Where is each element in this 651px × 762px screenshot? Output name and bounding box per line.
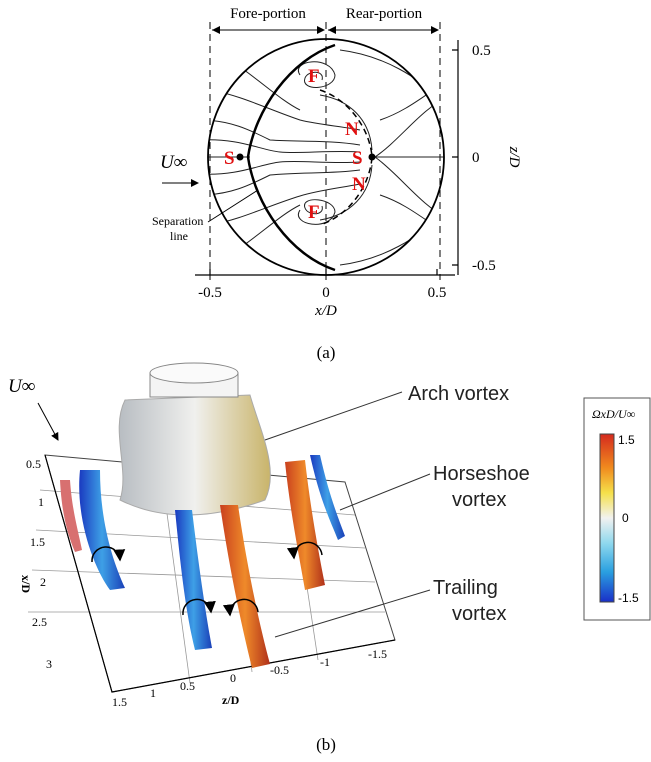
vortex-tube — [310, 455, 345, 540]
colorbar — [600, 434, 614, 602]
vortex-tube — [220, 505, 270, 668]
annotation: vortex — [452, 603, 506, 625]
z-tick-label: 1.5 — [112, 695, 127, 709]
z-tick-label: -1 — [320, 655, 330, 669]
z-tick-label: 0.5 — [472, 43, 491, 59]
x-tick-label: 0 — [322, 285, 330, 301]
z-tick-label: 0 — [472, 150, 480, 166]
arch-vortex — [119, 395, 270, 515]
x-tick-label: 3 — [46, 657, 52, 671]
caption: (a) — [317, 343, 336, 362]
flow-arrow — [38, 403, 58, 440]
x-tick-label: 0.5 — [26, 457, 41, 471]
point-label: N — [345, 119, 359, 140]
leader-line — [208, 190, 258, 222]
panel-b: U∞ Arch vortex Horseshoe vortex Trailing… — [8, 363, 650, 754]
attachment-curve — [320, 90, 372, 225]
figure: Fore-portion Rear-portion U∞ S F N S N F… — [0, 0, 651, 762]
x-tick-label: 0.5 — [428, 285, 447, 301]
annotation: Arch vortex — [408, 383, 509, 405]
flow-label: U∞ — [8, 376, 35, 397]
colorbar-box — [584, 398, 650, 620]
annotation: Trailing — [433, 577, 498, 599]
x-tick-label: 2.5 — [32, 615, 47, 629]
region-label: Fore-portion — [230, 6, 306, 22]
vortex-tube — [60, 480, 82, 552]
x-tick-label: -0.5 — [198, 285, 222, 301]
z-tick-label: 0 — [230, 671, 236, 685]
annotation: Separation — [152, 214, 203, 228]
z-tick-label: 0.5 — [180, 679, 195, 693]
point-label: F — [308, 66, 320, 87]
colorbar-tick: 0 — [622, 511, 629, 525]
annotation: line — [170, 229, 188, 243]
flow-label: U∞ — [160, 152, 187, 173]
x-axis-label: x/D — [19, 575, 33, 593]
z-axis-label: z/D — [506, 146, 522, 168]
x-axis-label: x/D — [314, 303, 337, 319]
point-label: S — [224, 148, 235, 169]
z-tick-label: -0.5 — [472, 258, 496, 274]
z-tick-label: -1.5 — [368, 647, 387, 661]
cylinder-top — [150, 363, 238, 383]
point-label: S — [352, 148, 363, 169]
z-axis-label: z/D — [222, 693, 240, 707]
annotation: Horseshoe — [433, 463, 530, 485]
colorbar-title: ΩxD/U∞ — [592, 407, 636, 421]
point-label: F — [308, 202, 320, 223]
region-label: Rear-portion — [346, 6, 423, 22]
caption: (b) — [316, 735, 336, 754]
colorbar-tick: -1.5 — [618, 591, 639, 605]
page: Fore-portion Rear-portion U∞ S F N S N F… — [0, 0, 651, 762]
critical-point — [369, 154, 376, 161]
x-tick-label: 2 — [40, 575, 46, 589]
panel-a: Fore-portion Rear-portion U∞ S F N S N F… — [152, 6, 522, 362]
annotation: vortex — [452, 489, 506, 511]
vortex-tube — [175, 510, 212, 650]
colorbar-tick: 1.5 — [618, 433, 635, 447]
z-tick-label: 1 — [150, 686, 156, 700]
x-tick-label: 1 — [38, 495, 44, 509]
critical-point — [237, 154, 244, 161]
x-tick-label: 1.5 — [30, 535, 45, 549]
z-tick-label: -0.5 — [270, 663, 289, 677]
point-label: N — [352, 174, 366, 195]
